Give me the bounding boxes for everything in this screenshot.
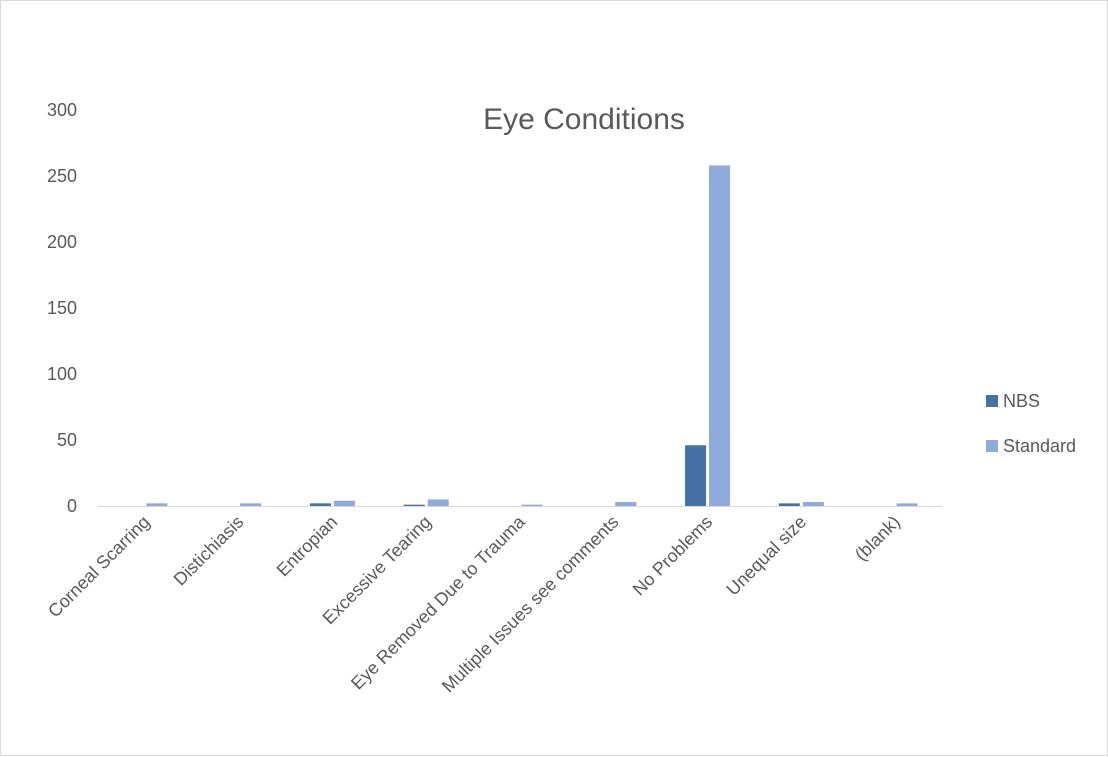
legend-swatch-standard [986,440,998,452]
bar-standard-7 [802,502,824,506]
y-axis: 0 50 100 150 200 250 300 [47,100,77,516]
legend-label-nbs: NBS [1003,391,1040,411]
y-tick-label: 50 [57,430,77,450]
bar-nbs-3 [403,504,425,506]
x-tick-label: Corneal Scarring [44,512,154,622]
bar-standard-2 [333,500,355,506]
legend-label-standard: Standard [1003,436,1076,456]
legend: NBS Standard [986,391,1076,456]
chart-title: Eye Conditions [483,103,685,136]
plot-area [146,165,918,506]
bar-standard-5 [615,502,637,506]
x-tick-label: Eye Removed Due to Trauma [347,511,530,694]
y-tick-label: 300 [47,100,77,120]
bar-nbs-2 [309,503,331,506]
bar-standard-1 [240,503,262,506]
x-tick-label: Multiple Issues see comments [438,512,623,697]
bar-nbs-7 [778,503,800,506]
x-tick-label: No Problems [629,512,717,600]
x-tick-label: Distichiasis [170,512,248,590]
bar-standard-3 [427,499,449,506]
x-tick-label: Entropian [273,512,342,581]
y-tick-label: 0 [67,496,77,516]
x-tick-label: Unequal size [722,512,810,600]
y-tick-label: 150 [47,298,77,318]
bar-standard-0 [146,503,168,506]
bar-standard-4 [521,504,543,506]
x-tick-label: (blank) [851,512,904,565]
bar-standard-8 [896,503,918,506]
bar-standard-6 [709,165,731,506]
y-tick-label: 200 [47,232,77,252]
bar-nbs-6 [685,445,707,506]
legend-swatch-nbs [986,395,998,407]
y-tick-label: 100 [47,364,77,384]
y-tick-label: 250 [47,166,77,186]
x-axis: Corneal Scarring Distichiasis EntropianExc… [44,511,904,696]
